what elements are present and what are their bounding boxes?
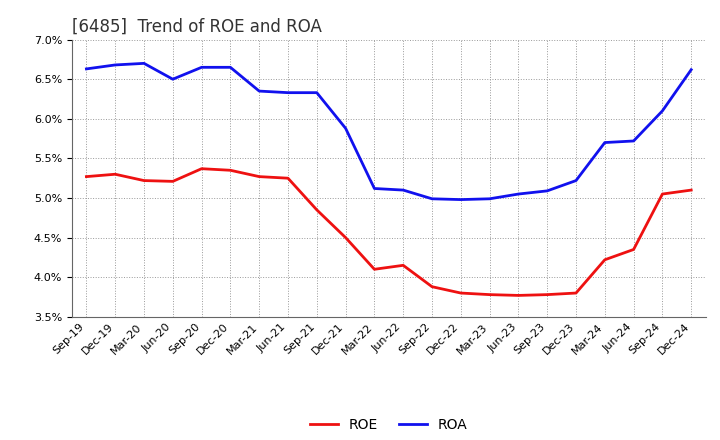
ROA xyxy=(687,67,696,72)
ROE xyxy=(341,235,350,240)
ROE xyxy=(312,207,321,213)
ROA xyxy=(600,140,609,145)
ROA xyxy=(572,178,580,183)
ROE xyxy=(572,290,580,296)
ROE xyxy=(255,174,264,179)
ROA xyxy=(140,61,148,66)
ROA xyxy=(629,138,638,143)
Text: [6485]  Trend of ROE and ROA: [6485] Trend of ROE and ROA xyxy=(72,17,322,35)
Line: ROE: ROE xyxy=(86,169,691,295)
ROA xyxy=(226,65,235,70)
ROE xyxy=(284,176,292,181)
ROE xyxy=(226,168,235,173)
ROA xyxy=(514,191,523,197)
ROA xyxy=(255,88,264,94)
ROE xyxy=(514,293,523,298)
ROE xyxy=(370,267,379,272)
ROA xyxy=(456,197,465,202)
ROA xyxy=(485,196,494,202)
ROA xyxy=(370,186,379,191)
ROA xyxy=(197,65,206,70)
ROA xyxy=(543,188,552,194)
ROE xyxy=(168,179,177,184)
Legend: ROE, ROA: ROE, ROA xyxy=(305,412,473,437)
ROA xyxy=(284,90,292,95)
ROE xyxy=(140,178,148,183)
ROE xyxy=(485,292,494,297)
ROE xyxy=(658,191,667,197)
ROA xyxy=(658,108,667,114)
ROE xyxy=(82,174,91,179)
ROE xyxy=(197,166,206,171)
ROA xyxy=(168,77,177,82)
ROE xyxy=(687,187,696,193)
ROA xyxy=(111,62,120,68)
ROE xyxy=(456,290,465,296)
ROA xyxy=(428,196,436,202)
ROA xyxy=(82,66,91,72)
Line: ROA: ROA xyxy=(86,63,691,200)
ROE xyxy=(111,172,120,177)
ROE xyxy=(399,263,408,268)
ROA xyxy=(312,90,321,95)
ROE xyxy=(543,292,552,297)
ROA xyxy=(399,187,408,193)
ROE xyxy=(600,257,609,262)
ROE xyxy=(428,284,436,290)
ROE xyxy=(629,247,638,252)
ROA xyxy=(341,126,350,131)
